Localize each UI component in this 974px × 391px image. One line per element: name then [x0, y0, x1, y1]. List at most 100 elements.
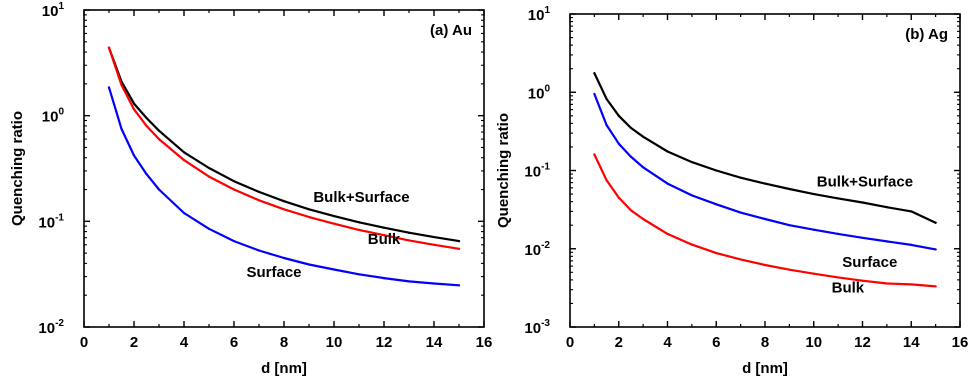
- series-point: [763, 217, 767, 221]
- y-tick-base: 10: [38, 320, 55, 337]
- series-point: [763, 263, 767, 267]
- series-point: [120, 83, 123, 87]
- series-point: [666, 182, 669, 185]
- y-tick-label: 101: [42, 1, 65, 20]
- series-point: [617, 142, 620, 145]
- series-point: [107, 86, 111, 89]
- curve-annotation: Bulk+Surface: [313, 189, 409, 206]
- y-tick-base: 10: [528, 7, 545, 24]
- curve-annotation: Surface: [842, 254, 897, 271]
- x-tick-label: 10: [326, 334, 343, 351]
- series-point: [407, 280, 411, 283]
- series-line-bulk-plus-surface: [107, 46, 461, 243]
- y-axis-title: Quenching ratio: [9, 111, 26, 226]
- series-point: [407, 231, 411, 234]
- series-point: [934, 248, 937, 251]
- y-tick-exponent: -1: [55, 212, 64, 223]
- series-point: [593, 92, 596, 96]
- series-point: [910, 210, 913, 213]
- y-tick-exponent: 1: [58, 1, 64, 12]
- x-axis-title: d [nm]: [742, 360, 788, 377]
- x-tick-label: 14: [426, 334, 443, 351]
- series-point: [282, 256, 286, 260]
- series-point: [282, 200, 286, 203]
- series-point: [157, 129, 161, 132]
- y-tick-base: 10: [42, 3, 59, 20]
- series-point: [593, 72, 596, 75]
- series-point: [763, 182, 767, 185]
- series-point: [593, 153, 596, 156]
- series-point: [432, 243, 436, 246]
- series-point: [182, 151, 186, 154]
- x-tick-label: 14: [903, 334, 920, 351]
- series-point: [885, 206, 888, 209]
- series-point: [788, 268, 791, 271]
- x-tick-label: 6: [230, 334, 238, 351]
- curve-annotation: Surface: [246, 264, 301, 281]
- series-point: [934, 221, 937, 224]
- series-point: [715, 169, 718, 172]
- series-point: [432, 282, 436, 285]
- series-point: [642, 217, 645, 221]
- series-point: [132, 154, 136, 157]
- y-tick-base: 10: [42, 109, 59, 126]
- plot-frame: [569, 13, 961, 328]
- x-tick-label: 6: [712, 334, 720, 351]
- series-point: [629, 126, 633, 130]
- x-tick-label: 4: [663, 334, 672, 351]
- y-tick-base: 10: [524, 164, 541, 181]
- x-tick-label: 8: [761, 334, 769, 351]
- series-point: [307, 215, 311, 219]
- series-point: [157, 188, 161, 191]
- series-point: [837, 197, 840, 200]
- series-point: [307, 208, 311, 211]
- y-tick-base: 10: [528, 85, 545, 102]
- series-point: [910, 243, 913, 246]
- series-point: [407, 239, 411, 242]
- series-point: [666, 232, 669, 235]
- series-point: [629, 209, 633, 212]
- y-tick-exponent: 1: [544, 5, 550, 16]
- series-point: [332, 222, 336, 225]
- series-point: [788, 224, 791, 227]
- series-point: [837, 276, 840, 279]
- series-point: [739, 176, 742, 179]
- x-tick-label: 10: [805, 334, 822, 351]
- y-tick-base: 10: [524, 320, 541, 337]
- curve-annotation: Bulk: [368, 231, 401, 248]
- y-tick-label: 100: [42, 107, 65, 126]
- series-point: [605, 179, 608, 182]
- y-tick-label: 101: [528, 5, 551, 24]
- series-point: [432, 235, 436, 239]
- series-point: [739, 258, 742, 261]
- y-axis-title: Quenching ratio: [495, 113, 512, 228]
- series-point: [629, 155, 633, 158]
- series-point: [182, 158, 186, 162]
- y-tick-label: 10-1: [524, 162, 550, 181]
- x-tick-label: 2: [615, 334, 623, 351]
- y-tick-label: 10-1: [38, 212, 64, 231]
- curve-annotation: Bulk: [832, 279, 865, 296]
- x-tick-label: 2: [130, 334, 138, 351]
- series-point: [690, 194, 693, 197]
- series-point: [332, 268, 336, 271]
- series-point: [107, 46, 111, 49]
- x-tick-label: 16: [476, 334, 493, 351]
- series-point: [861, 201, 864, 204]
- panel-label: (a) Au: [430, 22, 472, 39]
- series-point: [605, 124, 608, 127]
- x-tick-label: 12: [854, 334, 871, 351]
- chart-panel-1: 0 2 4 6 8 10 12 14 1610-310-210-1100101Bulk+Surf…: [495, 5, 968, 377]
- series-point: [739, 211, 742, 214]
- series-point: [282, 208, 286, 211]
- series-point: [145, 116, 148, 120]
- series-point: [232, 180, 236, 183]
- series-point: [457, 240, 461, 243]
- series-point: [357, 228, 361, 231]
- y-tick-base: 10: [524, 242, 541, 259]
- panel-label: (b) Ag: [905, 26, 948, 43]
- series-point: [357, 221, 361, 224]
- series-point: [690, 243, 693, 246]
- series-point: [861, 279, 864, 282]
